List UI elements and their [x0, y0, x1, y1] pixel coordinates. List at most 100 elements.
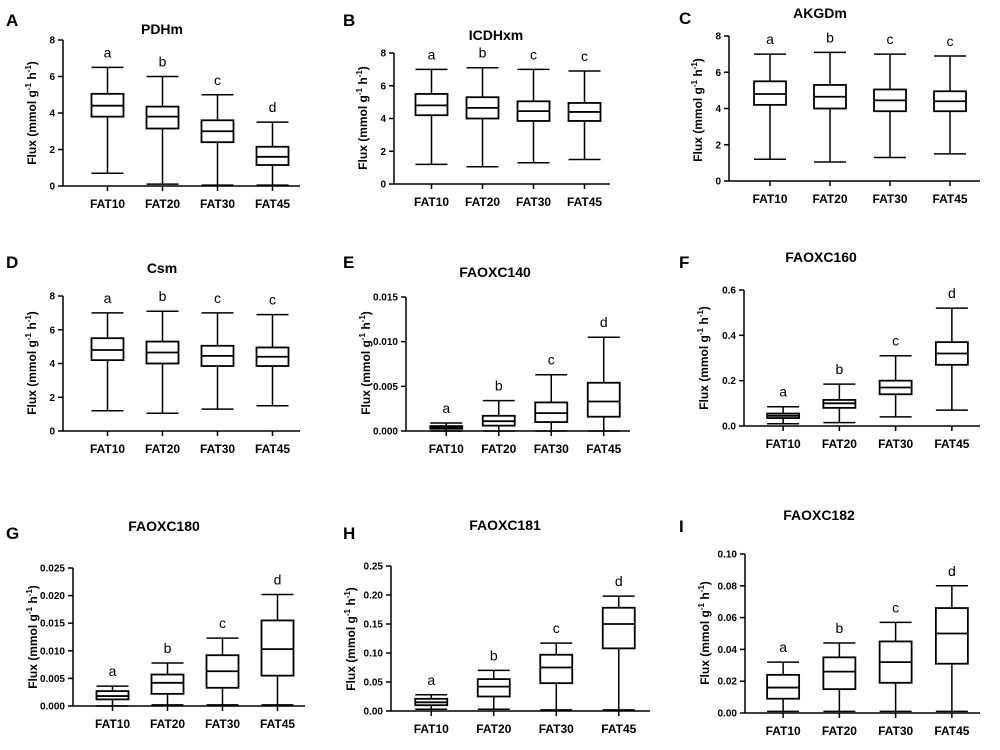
y-axis-label: Flux (mmol g-1 h-1) — [697, 581, 712, 685]
chart-title: PDHm — [141, 21, 183, 37]
y-tick-label: 0.15 — [364, 620, 384, 631]
x-tick-label: FAT45 — [260, 717, 295, 731]
y-tick-label: 0 — [380, 180, 386, 191]
box-fat10: a — [766, 639, 801, 713]
significance-letter: a — [779, 384, 787, 400]
chart-title: FAOXC181 — [469, 517, 541, 533]
y-tick-label: 2 — [380, 147, 386, 158]
significance-letter: b — [159, 288, 167, 304]
x-tick-label: FAT30 — [539, 722, 574, 736]
box-fat45: d — [260, 571, 295, 706]
y-tick-label: 4 — [49, 109, 55, 120]
significance-letter: a — [109, 663, 117, 679]
y-tick-label: 0.02 — [718, 677, 738, 688]
x-tick-label: FAT45 — [932, 192, 967, 206]
y-tick-label: 8 — [715, 32, 721, 43]
box-fat30: c — [205, 615, 240, 706]
significance-letter: d — [948, 563, 956, 579]
y-tick-label: 4 — [715, 104, 721, 115]
box-fat20: b — [813, 29, 847, 163]
box-fat45: d — [586, 314, 621, 432]
x-tick-label: FAT20 — [822, 437, 857, 451]
significance-letter: b — [835, 361, 843, 377]
box-fat30: c — [200, 72, 235, 186]
x-tick-label: FAT10 — [766, 437, 801, 451]
iqr-box — [145, 105, 180, 130]
x-tick-label: FAT20 — [822, 724, 857, 738]
y-axis-label: Flux (mmol g-1 h-1) — [696, 306, 711, 410]
significance-letter: a — [766, 31, 774, 47]
x-tick-label: FAT20 — [812, 192, 847, 206]
x-tick-label: FAT10 — [429, 442, 464, 456]
y-tick-label: 4 — [49, 359, 55, 370]
significance-letter: b — [826, 29, 834, 45]
x-tick-label: FAT45 — [255, 197, 290, 211]
significance-letter: c — [892, 333, 899, 349]
y-tick-label: 0.015 — [40, 619, 65, 630]
box-fat10: a — [429, 400, 464, 432]
y-tick-label: 2 — [715, 140, 721, 151]
significance-letter: d — [948, 285, 956, 301]
y-tick-label: 0.08 — [718, 581, 738, 592]
panel-h: H FAOXC181 0.00 0.05 0.10 0.15 0.20 0.25 Flux (m… — [343, 517, 650, 736]
panel-a: A PDHm 0 2 4 6 8 Flux (mmol g-1 h-1) a FAT10 b FAT2… — [6, 11, 300, 211]
y-tick-label: 0.10 — [364, 649, 384, 660]
y-tick-label: 0.005 — [373, 382, 398, 393]
panel-c: C AKGDm 0 2 4 6 8 Flux (mmol g-1 h-1) a FAT10 b FAT… — [679, 5, 980, 206]
significance-letter: c — [269, 292, 276, 308]
x-tick-label: FAT45 — [934, 437, 969, 451]
significance-letter: c — [530, 46, 537, 62]
box-fat45: d — [934, 285, 969, 411]
significance-letter: b — [164, 640, 172, 656]
significance-letter: a — [779, 639, 787, 655]
y-tick-label: 0.015 — [373, 293, 398, 304]
box-fat20: b — [465, 45, 500, 168]
y-tick-label: 0.05 — [364, 678, 384, 689]
y-tick-label: 8 — [49, 36, 55, 47]
significance-letter: b — [490, 647, 498, 663]
box-fat20: b — [476, 647, 511, 711]
chart-title: ICDHxm — [469, 27, 523, 43]
y-tick-label: 0.25 — [364, 562, 384, 573]
x-tick-label: FAT20 — [465, 195, 500, 209]
y-tick-label: 0.4 — [722, 331, 736, 342]
y-axis-label: Flux (mmol g-1 h-1) — [358, 311, 373, 415]
panel-letter: F — [679, 253, 689, 272]
iqr-box — [934, 607, 969, 665]
panel-i: I FAOXC182 0.00 0.02 0.04 0.06 0.08 0.10 Flux (m… — [679, 507, 980, 738]
panel-b: B ICDHxm 0 2 4 6 8 Flux (mmol g-1 h-1) a FAT10 b FA… — [343, 11, 610, 209]
chart-title: AKGDm — [793, 5, 847, 21]
significance-letter: c — [892, 599, 899, 615]
x-tick-label: FAT30 — [534, 442, 569, 456]
significance-letter: c — [581, 48, 588, 64]
iqr-box — [601, 606, 636, 650]
iqr-box — [260, 619, 295, 677]
significance-letter: c — [548, 352, 555, 368]
significance-letter: a — [104, 290, 112, 306]
iqr-box — [476, 678, 511, 698]
x-tick-label: FAT20 — [476, 722, 511, 736]
box-fat10: a — [766, 384, 801, 425]
box-fat30: c — [873, 31, 907, 159]
y-tick-label: 0.000 — [40, 702, 65, 713]
y-tick-label: 0.10 — [718, 550, 738, 561]
iqr-box — [539, 653, 574, 685]
x-tick-label: FAT10 — [752, 192, 787, 206]
panel-g: G FAOXC1800.0000.0050.0100.0150.0200.025F… — [6, 518, 305, 731]
iqr-box — [586, 381, 621, 418]
y-tick-label: 0.06 — [718, 613, 738, 624]
iqr-box — [150, 673, 185, 695]
box-fat30: c — [539, 620, 574, 711]
y-tick-label: 0 — [49, 182, 55, 193]
chart-title: FAOXC182 — [783, 507, 855, 523]
box-fat45: c — [567, 48, 602, 161]
box-fat20: b — [150, 640, 185, 706]
significance-letter: c — [947, 33, 954, 49]
y-axis-label: Flux (mmol g-1 h-1) — [690, 58, 705, 162]
significance-letter: b — [159, 54, 167, 70]
significance-letter: c — [219, 615, 226, 631]
y-tick-label: 2 — [49, 393, 55, 404]
chart-title: Csm — [147, 260, 177, 276]
